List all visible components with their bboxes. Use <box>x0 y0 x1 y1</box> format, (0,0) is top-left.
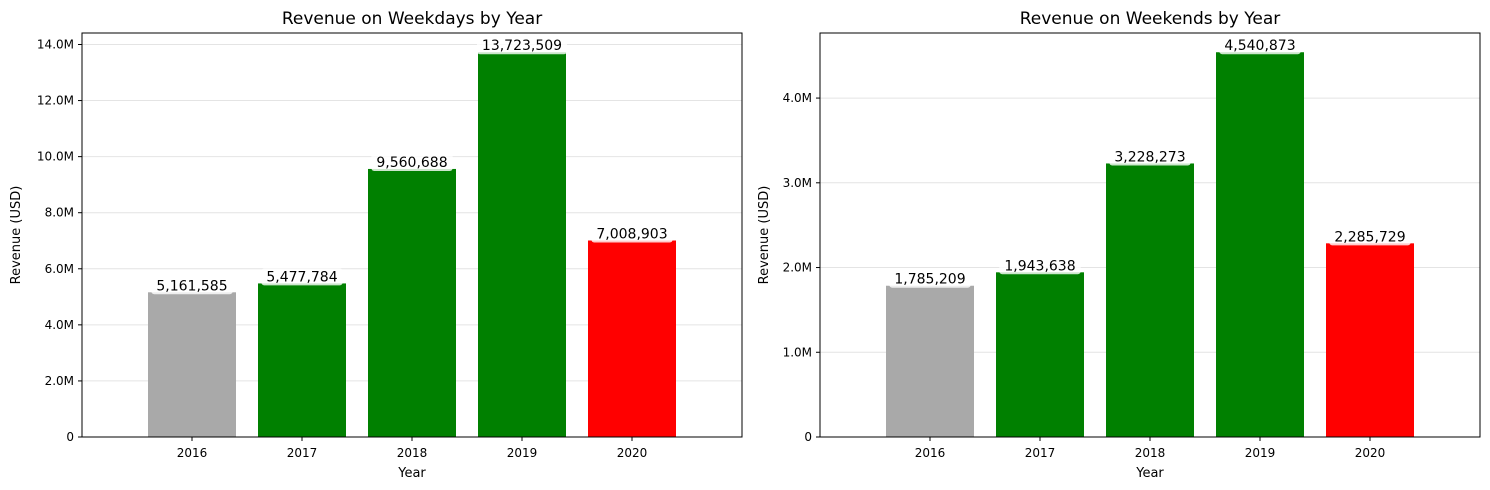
x-tick-label: 2020 <box>617 446 648 460</box>
x-axis-ticks: 2016 2017 2018 2019 2020 <box>177 437 648 460</box>
bar-2019 <box>478 52 566 437</box>
y-tick-label: 12.0M <box>37 94 74 108</box>
y-tick-label: 6.0M <box>45 262 74 276</box>
x-tick-label: 2020 <box>1355 446 1386 460</box>
bar-2017 <box>996 272 1084 437</box>
y-tick-label: 4.0M <box>45 318 74 332</box>
data-label-box <box>477 37 567 55</box>
chart-1: 5,161,585 5,477,784 9,560,688 13,723,509 7,0… <box>9 9 743 481</box>
data-labels: 5,161,585 5,477,784 9,560,688 13,723,509 7,0… <box>151 37 673 295</box>
data-label: 1,785,209 <box>894 272 965 288</box>
y-tick-label: 0 <box>66 430 74 444</box>
data-label: 4,540,873 <box>1224 38 1295 54</box>
x-tick-label: 2017 <box>287 446 318 460</box>
x-tick-label: 2017 <box>1025 446 1056 460</box>
chart-title: Revenue on Weekdays by Year <box>282 9 542 29</box>
x-axis-label: Year <box>397 466 426 481</box>
data-label: 3,228,273 <box>1114 149 1185 165</box>
bars <box>148 52 676 438</box>
bar-2019 <box>1216 52 1304 437</box>
data-label-box <box>1329 228 1411 246</box>
y-tick-label: 8.0M <box>45 206 74 220</box>
bar-2018 <box>368 168 456 438</box>
data-label: 13,723,509 <box>482 38 562 54</box>
y-axis-label: Revenue (USD) <box>9 186 24 285</box>
chart-2: 1,785,209 1,943,638 3,228,273 4,540,873 2,28… <box>757 9 1481 481</box>
bar-2016 <box>886 285 974 437</box>
y-tick-label: 1.0M <box>783 345 812 359</box>
bar-2018 <box>1106 163 1194 437</box>
bar-2017 <box>258 283 346 437</box>
data-label-box <box>371 153 453 171</box>
data-label-box <box>889 270 971 288</box>
data-label-box <box>999 257 1081 275</box>
x-tick-label: 2016 <box>915 446 946 460</box>
data-label-box <box>261 268 343 286</box>
y-axis-ticks: 0 2.0M 4.0M 6.0M 8.0M 10.0M 12.0M 14.0M <box>37 37 82 444</box>
data-label: 9,560,688 <box>376 155 447 171</box>
y-tick-label: 4.0M <box>783 91 812 105</box>
x-tick-label: 2019 <box>1245 446 1276 460</box>
data-label: 7,008,903 <box>596 226 667 242</box>
data-label-box <box>1219 37 1301 55</box>
bar-2020 <box>1326 243 1414 437</box>
data-labels: 1,785,209 1,943,638 3,228,273 4,540,873 2,28… <box>889 37 1411 288</box>
data-label: 2,285,729 <box>1334 229 1405 245</box>
data-label: 5,477,784 <box>266 269 337 285</box>
y-axis-ticks: 0 1.0M 2.0M 3.0M 4.0M <box>783 91 820 444</box>
y-tick-label: 0 <box>804 430 812 444</box>
bar-2020 <box>588 240 676 437</box>
bar-2016 <box>148 292 236 437</box>
data-label: 1,943,638 <box>1004 258 1075 274</box>
chart-title: Revenue on Weekends by Year <box>1020 9 1281 29</box>
data-label-box <box>591 225 673 243</box>
x-axis-label: Year <box>1135 466 1164 481</box>
bars <box>886 52 1414 437</box>
data-label-box <box>151 277 233 295</box>
data-label: 5,161,585 <box>156 278 227 294</box>
x-axis-ticks: 2016 2017 2018 2019 2020 <box>915 437 1386 460</box>
y-tick-label: 14.0M <box>37 37 74 51</box>
x-tick-label: 2018 <box>397 446 428 460</box>
x-tick-label: 2016 <box>177 446 208 460</box>
data-label-box <box>1109 148 1191 166</box>
x-tick-label: 2019 <box>507 446 538 460</box>
y-tick-label: 2.0M <box>45 374 74 388</box>
x-tick-label: 2018 <box>1135 446 1166 460</box>
y-tick-label: 3.0M <box>783 176 812 190</box>
y-axis-label: Revenue (USD) <box>757 186 772 285</box>
y-tick-label: 10.0M <box>37 150 74 164</box>
y-tick-label: 2.0M <box>783 261 812 275</box>
